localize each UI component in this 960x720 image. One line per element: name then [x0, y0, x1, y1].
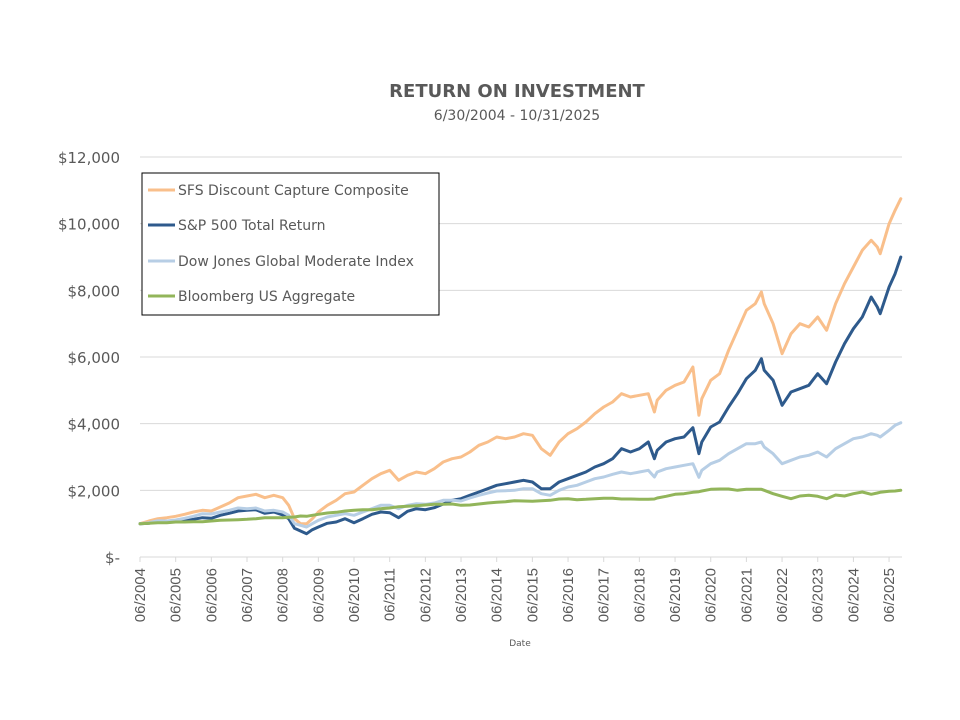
x-tick-label: 06/2021 [738, 568, 755, 622]
y-tick-label: $8,000 [68, 282, 121, 300]
x-tick-label: 06/2012 [417, 568, 434, 622]
y-axis: $- $2,000 $4,000 $6,000 $8,000 $10,000 $12,000 [58, 149, 120, 567]
x-tick-label: 06/2009 [310, 568, 327, 622]
x-tick-label: 06/2018 [631, 568, 648, 622]
x-axis-label: Date [509, 639, 531, 649]
legend-box [141, 172, 440, 316]
legend-label: Bloomberg US Aggregate [178, 289, 355, 305]
legend-label: SFS Discount Capture Composite [178, 183, 409, 199]
x-tick-label: 06/2019 [667, 568, 684, 622]
legend-label: S&P 500 Total Return [178, 218, 325, 234]
x-tick-label: 06/2008 [275, 568, 292, 622]
y-tick-label: $10,000 [58, 216, 120, 234]
x-axis: 06/2004 06/2005 06/2006 06/2007 06/2008 06/20… [132, 556, 902, 622]
y-tick-label: $2,000 [68, 482, 121, 500]
x-tick-label: 06/2006 [203, 568, 220, 622]
x-tick-label: 06/2007 [239, 568, 256, 622]
series-lines [138, 197, 903, 536]
x-tick-label: 06/2011 [382, 568, 399, 621]
x-tick-label: 06/2015 [524, 568, 541, 622]
legend: SFS Discount Capture Composite S&P 500 To… [141, 172, 440, 316]
x-tick-label: 06/2025 [881, 568, 898, 622]
legend-label: Dow Jones Global Moderate Index [178, 254, 414, 270]
y-tick-label: $- [105, 549, 120, 567]
x-tick-label: 06/2020 [703, 568, 720, 622]
x-tick-label: 06/2013 [453, 568, 470, 622]
y-tick-label: $6,000 [68, 349, 121, 367]
x-tick-label: 06/2022 [774, 568, 791, 622]
x-tick-label: 06/2010 [346, 568, 363, 622]
x-tick-label: 06/2005 [168, 568, 185, 622]
x-tick-label: 06/2004 [132, 568, 149, 622]
x-tick-label: 06/2014 [489, 568, 506, 622]
series-line-sfs-discount-capture-composite [138, 197, 903, 526]
chart-subtitle: 6/30/2004 - 10/31/2025 [434, 108, 600, 124]
x-tick-label: 06/2017 [596, 568, 613, 622]
x-tick-label: 06/2016 [560, 568, 577, 622]
x-tick-label: 06/2024 [845, 568, 862, 622]
series-line-dow-jones-global-moderate-index [138, 421, 903, 529]
x-tick-label: 06/2023 [810, 568, 827, 622]
y-tick-label: $4,000 [68, 416, 121, 434]
series-line-s-p-500-total-return [138, 255, 903, 536]
y-tick-label: $12,000 [58, 149, 120, 167]
series-line-bloomberg-us-aggregate [138, 487, 903, 526]
chart-title: RETURN ON INVESTMENT [389, 81, 645, 102]
